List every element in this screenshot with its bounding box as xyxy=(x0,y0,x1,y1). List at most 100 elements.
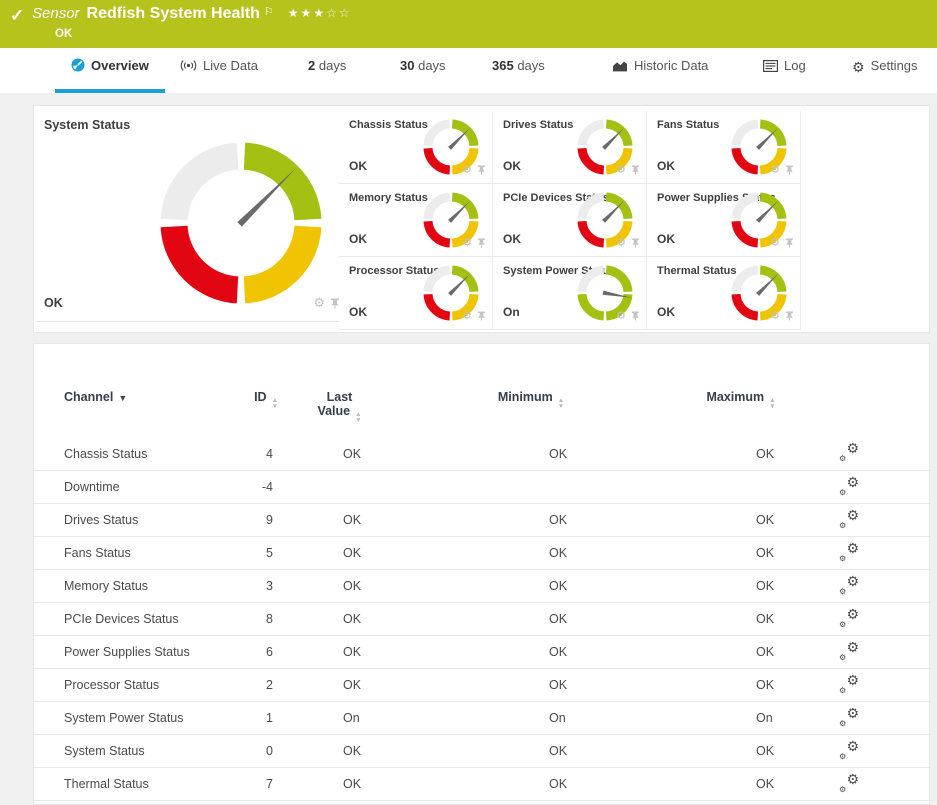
cell-maximum: OK xyxy=(661,767,821,802)
gear-icon[interactable]: ⚙ xyxy=(462,309,472,322)
pin-icon[interactable] xyxy=(477,311,486,321)
column-header-channel[interactable]: Channel ▼ xyxy=(64,390,128,404)
cell-id: 9 xyxy=(234,503,278,537)
channel-settings-icon[interactable]: ⚙ ⚙ xyxy=(839,441,859,464)
mini-gauge xyxy=(576,191,634,249)
tab-overview[interactable]: Overview xyxy=(55,58,165,93)
column-header-minimum[interactable]: Minimum ▲ ▼ xyxy=(497,390,565,410)
table-row[interactable]: System Status 0 OK OK OK ⚙ ⚙ xyxy=(34,734,931,768)
pin-icon[interactable] xyxy=(785,165,794,175)
priority-stars[interactable]: ★★★☆☆ xyxy=(287,6,352,20)
cell-id: 1 xyxy=(234,701,278,735)
table-row[interactable]: Fans Status 5 OK OK OK ⚙ ⚙ xyxy=(34,536,931,570)
table-header-row: Channel ▼ ID ▲ ▼ Last Value ▲ ▼ Minimum ▲ ▼ Maxi… xyxy=(34,384,931,438)
system-status-panel: System Status OK ⚙ Chassis Status OK ⚙ xyxy=(33,105,930,333)
mini-gauge xyxy=(422,264,480,322)
channel-settings-icon[interactable]: ⚙ ⚙ xyxy=(839,738,859,761)
tab-number: 2 xyxy=(308,58,316,73)
gear-icon[interactable]: ⚙ xyxy=(462,163,472,176)
pin-icon[interactable] xyxy=(477,238,486,248)
pin-icon[interactable] xyxy=(631,238,640,248)
channel-settings-icon[interactable]: ⚙ ⚙ xyxy=(839,507,859,530)
cell-minimum: On xyxy=(401,701,661,735)
tab-live-data[interactable]: Live Data xyxy=(180,58,258,93)
pin-icon[interactable] xyxy=(631,311,640,321)
mini-gauge-cell: Memory Status OK ⚙ xyxy=(339,184,493,257)
pin-icon[interactable] xyxy=(330,298,340,309)
gear-icon[interactable]: ⚙ xyxy=(462,236,472,249)
gear-icon[interactable]: ⚙ xyxy=(616,309,626,322)
cell-channel: Power Supplies Status xyxy=(34,635,234,669)
cell-maximum: OK xyxy=(661,536,821,570)
cell-minimum: OK xyxy=(401,503,661,537)
channel-settings-icon[interactable]: ⚙ ⚙ xyxy=(839,639,859,662)
channel-settings-icon[interactable]: ⚙ ⚙ xyxy=(839,474,859,497)
mini-gauge-cell: Processor Status OK ⚙ xyxy=(339,257,493,330)
tab-label: Log xyxy=(784,58,806,73)
gear-icon[interactable]: ⚙ xyxy=(616,163,626,176)
cell-minimum: OK xyxy=(401,569,661,603)
cell-id: 7 xyxy=(234,767,278,802)
cell-channel: Chassis Status xyxy=(64,446,148,461)
mini-gauge-title: PCIe Devices Status xyxy=(503,192,609,204)
tab-bar: Overview Live Data 2 days 30 days 365 da… xyxy=(0,48,937,93)
mini-gauge-value: On xyxy=(503,305,520,319)
cell-last-value: On xyxy=(278,701,401,735)
table-row[interactable]: Chassis Status 4 OK OK OK ⚙ ⚙ xyxy=(34,438,931,471)
mini-gauge-cell: Thermal Status OK ⚙ xyxy=(647,257,801,330)
tab-label: Overview xyxy=(91,58,149,73)
pin-icon[interactable] xyxy=(785,238,794,248)
gear-icon[interactable]: ⚙ xyxy=(770,163,780,176)
gear-icon[interactable]: ⚙ xyxy=(616,236,626,249)
cell-channel: Drives Status xyxy=(34,503,234,537)
live-signal-icon xyxy=(180,59,197,72)
channel-settings-icon[interactable]: ⚙ ⚙ xyxy=(839,573,859,596)
cell-maximum: OK xyxy=(756,446,775,461)
pin-icon[interactable] xyxy=(785,311,794,321)
tab-365-days[interactable]: 365 days xyxy=(492,58,545,93)
table-row[interactable]: Downtime -4 ⚙ ⚙ xyxy=(34,470,931,504)
tab-30-days[interactable]: 30 days xyxy=(400,58,446,93)
cell-last-value: OK xyxy=(278,767,401,802)
channel-settings-icon[interactable]: ⚙ ⚙ xyxy=(839,540,859,563)
tab-historic-data[interactable]: Historic Data xyxy=(612,58,708,93)
sensor-title: Redfish System Health xyxy=(86,5,260,22)
table-row[interactable]: PCIe Devices Status 8 OK OK OK ⚙ ⚙ xyxy=(34,602,931,636)
cell-channel: System Status xyxy=(34,734,234,768)
channel-settings-icon[interactable]: ⚙ ⚙ xyxy=(839,672,859,695)
tab-label: Settings xyxy=(870,58,918,73)
channel-settings-icon[interactable]: ⚙ ⚙ xyxy=(839,771,859,794)
tab-2-days[interactable]: 2 days xyxy=(308,58,346,93)
content-area: System Status OK ⚙ Chassis Status OK ⚙ xyxy=(0,93,937,805)
flag-icon[interactable]: ⚐ xyxy=(263,6,274,18)
tab-log[interactable]: Log xyxy=(763,58,806,93)
table-row[interactable]: Thermal Status 7 OK OK OK ⚙ ⚙ xyxy=(34,767,931,802)
pin-icon[interactable] xyxy=(631,165,640,175)
gear-icon[interactable]: ⚙ xyxy=(770,236,780,249)
tab-settings[interactable]: ⚙ Settings xyxy=(852,58,918,93)
gear-icon[interactable]: ⚙ xyxy=(770,309,780,322)
cell-channel: PCIe Devices Status xyxy=(34,602,234,636)
pin-icon[interactable] xyxy=(477,165,486,175)
column-header-id[interactable]: ID ▲ ▼ xyxy=(254,390,278,410)
tab-label: Historic Data xyxy=(634,58,709,73)
mini-gauge xyxy=(422,118,480,176)
object-type-label: Sensor xyxy=(32,5,80,22)
cell-id: 4 xyxy=(266,446,273,461)
channel-settings-icon[interactable]: ⚙ ⚙ xyxy=(839,606,859,629)
sensor-header: ✓ Sensor Redfish System Health ⚐ ★★★☆☆ OK xyxy=(0,0,937,48)
table-row[interactable]: Power Supplies Status 6 OK OK OK ⚙ ⚙ xyxy=(34,635,931,669)
table-row[interactable]: Memory Status 3 OK OK OK ⚙ ⚙ xyxy=(34,569,931,603)
channel-settings-icon[interactable]: ⚙ ⚙ xyxy=(839,705,859,728)
cell-last-value: OK xyxy=(278,734,401,768)
gear-icon[interactable]: ⚙ xyxy=(313,295,325,311)
table-row[interactable]: Processor Status 2 OK OK OK ⚙ ⚙ xyxy=(34,668,931,702)
table-row[interactable]: Drives Status 9 OK OK OK ⚙ ⚙ xyxy=(34,503,931,537)
cell-id: -4 xyxy=(234,470,278,504)
column-header-maximum[interactable]: Maximum ▲ ▼ xyxy=(706,390,776,410)
column-header-last-value[interactable]: Last Value ▲ ▼ xyxy=(317,390,362,424)
table-row[interactable]: System Power Status 1 On On On ⚙ ⚙ xyxy=(34,701,931,735)
system-status-gauge-cell: System Status OK ⚙ xyxy=(34,106,344,334)
system-status-gauge xyxy=(156,138,326,308)
mini-gauge-value: OK xyxy=(349,232,367,246)
